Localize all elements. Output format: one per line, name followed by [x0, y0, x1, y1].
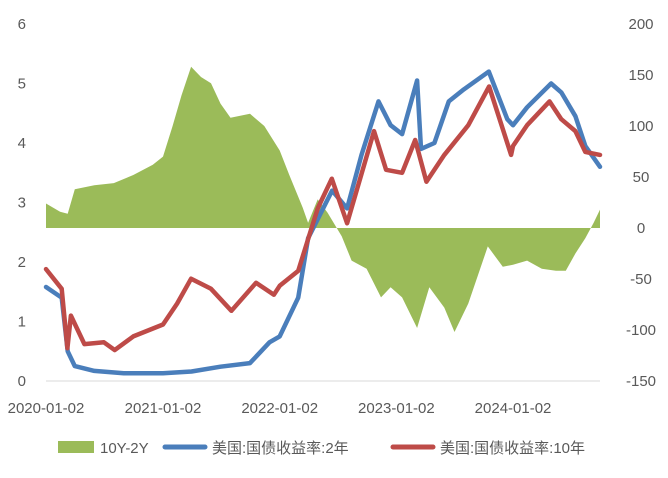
- x-tick-label: 2022-01-02: [241, 400, 318, 417]
- x-tick-label: 2020-01-02: [8, 400, 85, 417]
- legend-label: 美国:国债收益率:10年: [440, 440, 585, 457]
- legend-label: 10Y-2Y: [100, 440, 149, 457]
- x-tick-label: 2023-01-02: [358, 400, 435, 417]
- y-right-tick-label: 200: [628, 16, 653, 33]
- x-tick-label: 2024-01-02: [475, 400, 552, 417]
- legend-label: 美国:国债收益率:2年: [212, 440, 349, 457]
- legend-swatch-spread: [58, 441, 94, 453]
- series-area-spread: [46, 66, 600, 333]
- y-right-tick-label: 50: [633, 169, 650, 186]
- legend: 10Y-2Y 美国:国债收益率:2年 美国:国债收益率:10年: [58, 440, 585, 457]
- series-line-10y: [43, 84, 603, 353]
- y-right-tick-label: 0: [637, 220, 645, 237]
- y-left-tick-label: 5: [18, 76, 26, 93]
- area-layer: [46, 66, 600, 333]
- y-right-tick-label: -150: [626, 373, 656, 390]
- y-left-tick-label: 3: [18, 195, 26, 212]
- series-line-2y: [43, 69, 603, 376]
- y-left-tick-label: 6: [18, 16, 26, 33]
- x-tick-label: 2021-01-02: [125, 400, 202, 417]
- y-right-tick-label: -50: [630, 271, 652, 288]
- y-right-tick-label: -100: [626, 322, 656, 339]
- y-right-tick-label: 100: [628, 118, 653, 135]
- axis-layer: 0 1 2 3 4 5 6 -150 -100 -50 0 50 100 150 200 2020-01-02…: [8, 16, 656, 417]
- y-right-tick-label: 150: [628, 67, 653, 84]
- line-layer: [43, 69, 603, 376]
- y-left-tick-label: 0: [18, 373, 26, 390]
- y-left-tick-label: 2: [18, 254, 26, 271]
- y-left-tick-label: 4: [18, 135, 26, 152]
- y-left-tick-label: 1: [18, 314, 26, 331]
